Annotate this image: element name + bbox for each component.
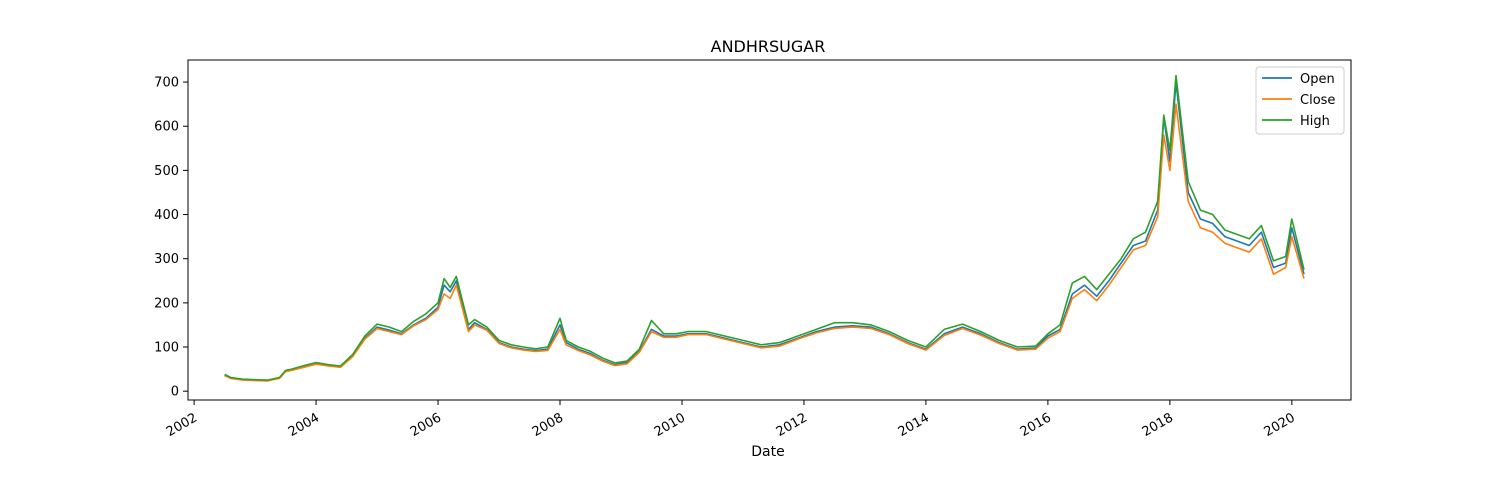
- y-tick-label: 300: [154, 252, 179, 267]
- series-line-open: [224, 81, 1305, 382]
- y-tick-label: 500: [154, 164, 179, 179]
- legend-box: [1255, 66, 1345, 135]
- x-axis-label: Date: [751, 444, 784, 460]
- y-tick-label: 200: [154, 296, 179, 311]
- y-tick-label: 400: [154, 208, 179, 223]
- y-tick-label: 700: [154, 76, 179, 91]
- y-tick-label: 0: [171, 385, 179, 400]
- y-tick-label: 100: [154, 341, 179, 356]
- plot-frame: [187, 59, 1352, 401]
- series-line-high: [224, 74, 1305, 381]
- legend: Open Close High: [1255, 66, 1345, 135]
- legend-label-high: High: [1300, 114, 1330, 129]
- y-tick-label: 600: [154, 120, 179, 135]
- y-axis: 0 100 200 300 400 500 600 700: [154, 76, 188, 400]
- series-line-close: [224, 103, 1305, 382]
- legend-label-open: Open: [1300, 72, 1335, 87]
- chart-title: ANDHRSUGAR: [711, 37, 826, 56]
- legend-label-close: Close: [1300, 93, 1335, 108]
- series-layer: [224, 74, 1305, 382]
